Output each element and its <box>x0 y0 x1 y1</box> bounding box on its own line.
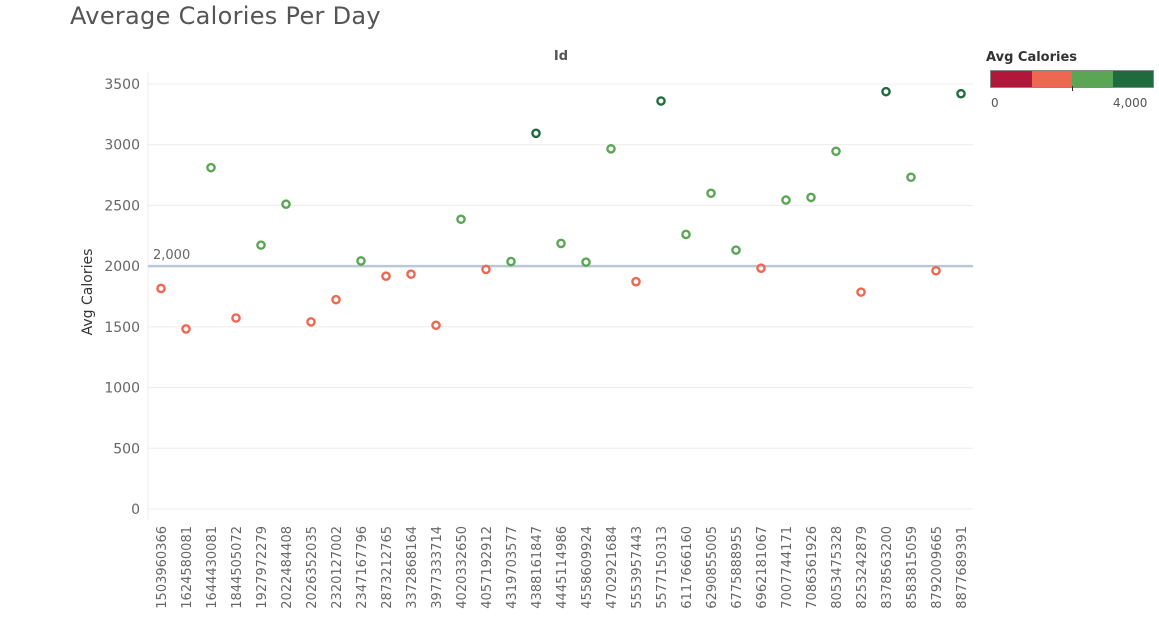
data-point[interactable] <box>156 283 166 294</box>
x-tick-label: 7086361926 <box>805 526 820 609</box>
data-point[interactable] <box>731 245 741 255</box>
data-point[interactable] <box>306 317 316 327</box>
data-point[interactable] <box>781 195 791 205</box>
x-tick-label: 3977333714 <box>430 526 445 609</box>
x-tick-label: 8053475328 <box>830 526 845 609</box>
legend-max-label: 4,000 <box>1113 96 1148 110</box>
x-tick-label: 2347167796 <box>355 526 370 609</box>
data-point[interactable] <box>381 271 391 282</box>
y-tick-label: 1000 <box>104 381 140 397</box>
data-point[interactable] <box>531 128 541 139</box>
x-tick-label: 5577150313 <box>655 526 670 609</box>
x-tick-label: 8378563200 <box>880 526 895 609</box>
data-point[interactable] <box>506 256 516 267</box>
reference-line-label: 2,000 <box>153 248 190 263</box>
data-points <box>156 86 966 334</box>
data-point[interactable] <box>906 172 916 183</box>
chart-title: Average Calories Per Day <box>70 2 381 30</box>
x-tick-label: 6775888955 <box>730 526 745 609</box>
legend-swatch-3 <box>1072 71 1113 87</box>
data-point[interactable] <box>231 313 241 323</box>
x-tick-label: 6290855005 <box>705 526 720 609</box>
legend-min-label: 0 <box>991 96 999 110</box>
legend-tick-mark <box>1072 86 1073 91</box>
data-point[interactable] <box>806 192 816 203</box>
x-tick-label: 4445114986 <box>555 526 570 609</box>
y-tick-label: 3500 <box>104 77 140 93</box>
y-tick-label: 500 <box>113 441 140 457</box>
x-tick-label: 1844505072 <box>230 526 245 609</box>
data-point[interactable] <box>406 269 416 279</box>
x-tick-label: 4702921684 <box>605 526 620 609</box>
x-tick-label: 6962181067 <box>755 526 770 609</box>
legend-swatch-1 <box>991 71 1032 87</box>
data-point[interactable] <box>881 86 891 97</box>
legend-title: Avg Calories <box>986 50 1078 65</box>
y-axis-ticks: 0 500 1000 1500 2000 2500 3000 3500 <box>104 77 140 518</box>
data-point[interactable] <box>481 264 491 275</box>
x-tick-label: 8792009665 <box>930 526 945 609</box>
data-point[interactable] <box>756 263 766 274</box>
x-tick-label: 7007744171 <box>780 526 795 609</box>
data-point[interactable] <box>956 88 966 99</box>
x-tick-label: 4057192912 <box>480 526 495 609</box>
y-tick-label: 3000 <box>104 138 140 154</box>
y-tick-label: 2000 <box>104 259 140 275</box>
data-point[interactable] <box>706 188 716 199</box>
y-tick-label: 1500 <box>104 320 140 336</box>
data-point[interactable] <box>256 240 266 250</box>
x-tick-label: 4020332650 <box>455 526 470 609</box>
x-tick-label: 2320127002 <box>330 526 345 609</box>
data-point[interactable] <box>931 265 941 276</box>
data-point[interactable] <box>831 146 841 157</box>
x-tick-label: 3372868164 <box>405 526 420 609</box>
data-point[interactable] <box>606 144 616 154</box>
x-tick-label: 5553957443 <box>630 526 645 609</box>
x-tick-label: 4558609924 <box>580 526 595 609</box>
data-point[interactable] <box>331 294 341 305</box>
data-point[interactable] <box>681 229 691 240</box>
x-tick-label: 1503960366 <box>155 526 170 609</box>
data-point[interactable] <box>656 96 666 106</box>
legend-swatch-4 <box>1112 71 1153 87</box>
data-point[interactable] <box>581 257 591 267</box>
x-tick-label: 4388161847 <box>530 526 545 609</box>
data-point[interactable] <box>206 162 216 173</box>
x-tick-label: 2026352035 <box>305 526 320 609</box>
x-tick-label: 2873212765 <box>380 526 395 609</box>
x-axis-ticks: 1503960366 1624580081 1644430081 1844505072… <box>155 526 970 609</box>
x-tick-label: 6117666160 <box>680 526 695 609</box>
data-point[interactable] <box>856 287 866 297</box>
data-point[interactable] <box>431 320 441 331</box>
x-tick-label: 1624580081 <box>180 526 195 609</box>
x-tick-label: 8583815059 <box>905 526 920 609</box>
data-point[interactable] <box>631 276 641 287</box>
data-point[interactable] <box>281 199 291 210</box>
y-axis-label: Avg Calories <box>80 249 96 336</box>
data-point[interactable] <box>181 324 191 334</box>
x-tick-label: 1644430081 <box>205 526 220 609</box>
data-point[interactable] <box>456 214 466 225</box>
y-tick-label: 0 <box>131 502 140 518</box>
x-tick-label: 1927972279 <box>255 526 270 609</box>
column-header: Id <box>554 49 568 64</box>
data-point[interactable] <box>556 238 566 249</box>
data-point[interactable] <box>356 256 366 266</box>
gridlines <box>147 72 973 520</box>
x-tick-label: 8253242879 <box>855 526 870 609</box>
legend-swatch-2 <box>1031 71 1072 87</box>
y-tick-label: 2500 <box>104 198 140 214</box>
x-tick-label: 4319703577 <box>505 526 520 609</box>
x-tick-label: 8877689391 <box>955 526 970 609</box>
x-tick-label: 2022484408 <box>280 526 295 609</box>
